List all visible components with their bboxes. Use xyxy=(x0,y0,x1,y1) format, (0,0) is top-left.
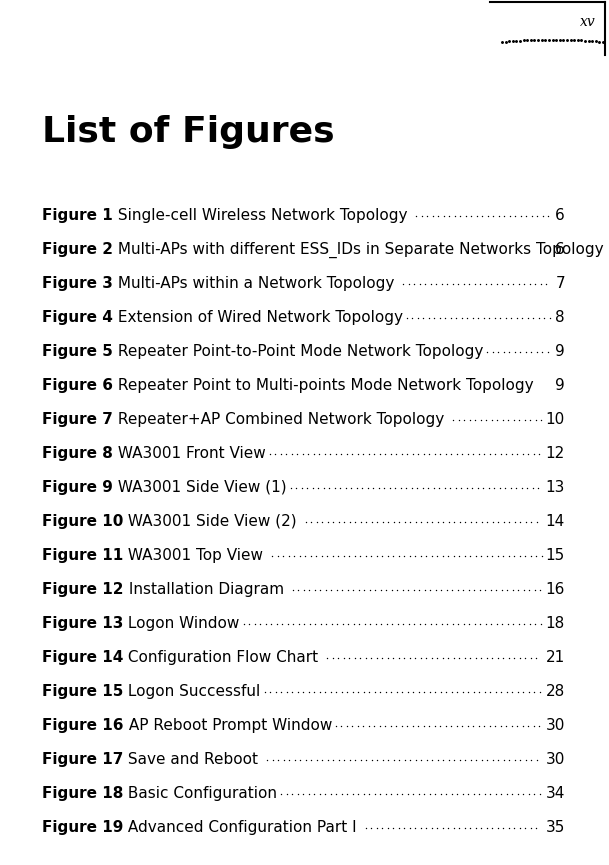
Text: Advanced Configuration Part I: Advanced Configuration Part I xyxy=(124,820,362,835)
Text: Repeater Point to Multi-points Mode Network Topology: Repeater Point to Multi-points Mode Netw… xyxy=(113,378,538,393)
Text: WA3001 Top View: WA3001 Top View xyxy=(123,548,268,563)
Text: 16: 16 xyxy=(546,582,565,597)
Text: Figure 4: Figure 4 xyxy=(42,310,113,325)
Text: Basic Configuration: Basic Configuration xyxy=(124,786,277,801)
Text: Figure 12: Figure 12 xyxy=(42,582,124,597)
Text: 12: 12 xyxy=(546,446,565,461)
Text: 6: 6 xyxy=(555,208,565,223)
Text: Figure 7: Figure 7 xyxy=(42,412,113,427)
Text: Installation Diagram: Installation Diagram xyxy=(124,582,289,597)
Text: Multi-APs within a Network Topology: Multi-APs within a Network Topology xyxy=(113,276,399,291)
Text: Figure 2: Figure 2 xyxy=(42,242,113,257)
Text: 21: 21 xyxy=(546,650,565,665)
Text: 30: 30 xyxy=(546,752,565,767)
Text: Logon Window: Logon Window xyxy=(124,616,240,631)
Text: xv: xv xyxy=(580,15,596,29)
Text: Multi-APs with different ESS_IDs in Separate Networks Topology: Multi-APs with different ESS_IDs in Sepa… xyxy=(113,242,608,259)
Text: WA3001 Front View: WA3001 Front View xyxy=(113,446,266,461)
Text: Figure 6: Figure 6 xyxy=(42,378,113,393)
Text: Figure 16: Figure 16 xyxy=(42,718,124,733)
Text: 35: 35 xyxy=(546,820,565,835)
Text: 30: 30 xyxy=(546,718,565,733)
Text: Save and Reboot: Save and Reboot xyxy=(124,752,263,767)
Text: WA3001 Side View (2): WA3001 Side View (2) xyxy=(124,514,302,529)
Text: 6: 6 xyxy=(555,242,565,257)
Text: 28: 28 xyxy=(546,684,565,699)
Text: Figure 5: Figure 5 xyxy=(42,344,113,359)
Text: Extension of Wired Network Topology: Extension of Wired Network Topology xyxy=(113,310,403,325)
Text: Logon Successful: Logon Successful xyxy=(124,684,261,699)
Text: Figure 8: Figure 8 xyxy=(42,446,113,461)
Text: Figure 3: Figure 3 xyxy=(42,276,113,291)
Text: 14: 14 xyxy=(546,514,565,529)
Text: List of Figures: List of Figures xyxy=(42,115,334,149)
Text: 13: 13 xyxy=(546,480,565,495)
Text: AP Reboot Prompt Window: AP Reboot Prompt Window xyxy=(124,718,332,733)
Text: Repeater Point-to-Point Mode Network Topology: Repeater Point-to-Point Mode Network Top… xyxy=(113,344,484,359)
Text: 9: 9 xyxy=(555,378,565,393)
Text: Single-cell Wireless Network Topology: Single-cell Wireless Network Topology xyxy=(113,208,412,223)
Text: 34: 34 xyxy=(546,786,565,801)
Text: Figure 19: Figure 19 xyxy=(42,820,124,835)
Text: Repeater+AP Combined Network Topology: Repeater+AP Combined Network Topology xyxy=(113,412,449,427)
Text: Figure 15: Figure 15 xyxy=(42,684,124,699)
Text: 18: 18 xyxy=(546,616,565,631)
Text: Figure 13: Figure 13 xyxy=(42,616,124,631)
Text: 9: 9 xyxy=(555,344,565,359)
Text: 10: 10 xyxy=(546,412,565,427)
Text: Figure 11: Figure 11 xyxy=(42,548,123,563)
Text: 8: 8 xyxy=(555,310,565,325)
Text: Figure 18: Figure 18 xyxy=(42,786,124,801)
Text: 7: 7 xyxy=(555,276,565,291)
Text: Figure 1: Figure 1 xyxy=(42,208,113,223)
Text: WA3001 Side View (1): WA3001 Side View (1) xyxy=(113,480,286,495)
Text: Figure 14: Figure 14 xyxy=(42,650,124,665)
Text: Configuration Flow Chart: Configuration Flow Chart xyxy=(124,650,323,665)
Text: Figure 10: Figure 10 xyxy=(42,514,124,529)
Text: Figure 17: Figure 17 xyxy=(42,752,124,767)
Text: 15: 15 xyxy=(546,548,565,563)
Text: Figure 9: Figure 9 xyxy=(42,480,113,495)
